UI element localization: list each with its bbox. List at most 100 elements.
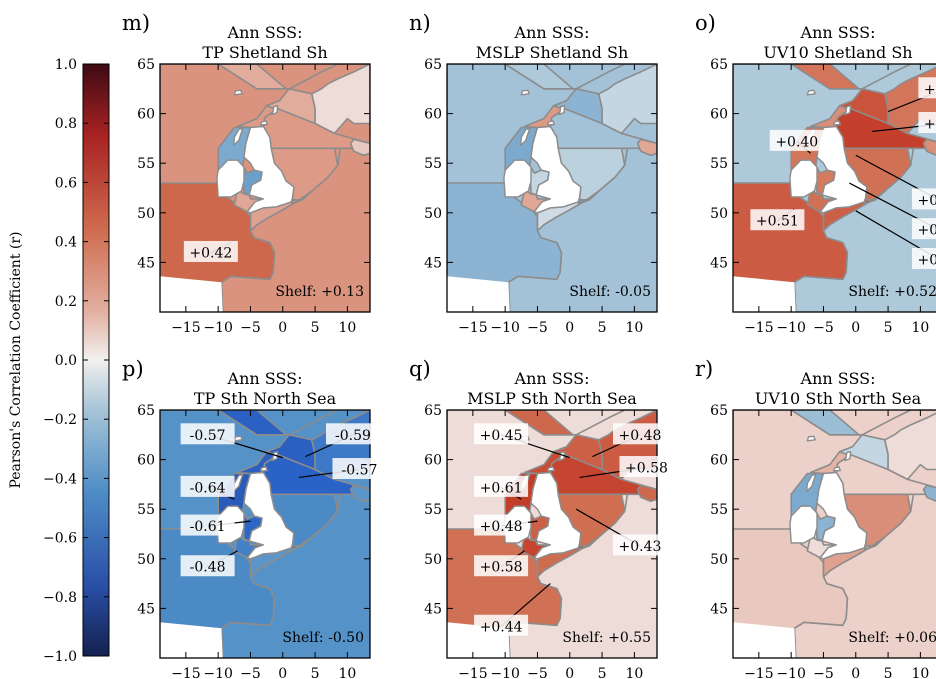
shelf-value: Shelf: +0.52: [848, 284, 936, 300]
colorbar: 1.0 0.8 0.6 0.4 0.2 0.0 −0.2 −0.4 −0.6 −0.8 −1.0 Pe…: [8, 57, 110, 665]
colorbar-tick-label: −0.2: [43, 412, 77, 428]
region-value-label: -0.59: [335, 428, 371, 444]
lat-tick-label: 50: [710, 552, 728, 568]
region-value-label: +0.58: [625, 461, 668, 477]
colorbar-label: Pearson's Correlation Coefficient (r): [8, 231, 24, 488]
panel-title-line2: MSLP Sth North Sea: [467, 389, 637, 408]
map-panel-p: 65 60 55 50 45 −15 −10 −5 0 5 10 p) Ann SSS:TP Sth N…: [122, 357, 387, 679]
region-kat: [922, 484, 936, 502]
region-shet: [790, 410, 860, 436]
lat-tick-label: 65: [137, 403, 155, 419]
lat-tick-label: 50: [424, 552, 442, 568]
lon-tick-label: −5: [813, 320, 834, 336]
region-kat: [349, 484, 370, 503]
lat-tick-label: 65: [424, 57, 442, 73]
lon-tick-label: −10: [776, 666, 806, 679]
lat-tick-label: 55: [137, 156, 155, 172]
lon-tick-label: −15: [171, 666, 201, 679]
panel-title-line1: Ann SSS:: [227, 23, 303, 42]
region-value-label: -0.61: [190, 519, 226, 535]
land-ireland: [789, 159, 818, 198]
map-panel-m: 65 60 55 50 45 −15 −10 −5 0 5 10 m) Ann SSS:TP Shetl…: [122, 11, 371, 336]
panel-letter: m): [122, 11, 150, 35]
shelf-value: Shelf: +0.13: [275, 284, 364, 300]
panel-title-line2: TP Shetland Sh: [202, 43, 327, 62]
colorbar-tick-label: −0.6: [43, 531, 77, 547]
lat-tick-label: 55: [424, 502, 442, 518]
colorbar-tick-label: 0.6: [55, 175, 77, 191]
lon-tick-label: −10: [490, 320, 520, 336]
region-value-label: +0.42: [917, 193, 936, 209]
region-value-label: +0.51: [756, 214, 799, 230]
region-value-label: +0.61: [480, 480, 523, 496]
panel-title-line2: UV10 Shetland Sh: [763, 43, 912, 62]
land-shetland: [271, 451, 279, 462]
lat-tick-label: 60: [710, 107, 728, 123]
land-faroe: [233, 435, 243, 442]
region-shet: [504, 410, 574, 436]
lon-tick-label: 5: [598, 320, 607, 336]
panel-title-line1: Ann SSS:: [800, 369, 876, 388]
lon-tick-label: −15: [744, 320, 774, 336]
lat-tick-label: 50: [137, 206, 155, 222]
region-norway: [310, 64, 370, 135]
region-norway: [597, 64, 657, 135]
lon-tick-label: −5: [240, 666, 261, 679]
land-ireland: [789, 505, 818, 544]
region-value-label: +0.38: [917, 223, 936, 239]
land-shetland: [844, 104, 852, 116]
lon-tick-label: 10: [625, 666, 643, 679]
region-value-label: -0.57: [342, 463, 378, 479]
lon-tick-label: 0: [851, 320, 860, 336]
lon-tick-label: 5: [311, 666, 320, 679]
panel-title-line1: Ann SSS:: [227, 369, 303, 388]
lon-tick-label: −10: [776, 320, 806, 336]
lat-tick-label: 60: [137, 453, 155, 469]
lon-tick-label: 10: [911, 666, 929, 679]
lon-tick-label: −15: [458, 320, 488, 336]
map-panel-q: 65 60 55 50 45 −15 −10 −5 0 5 10 q) Ann SSS:MSLP Sth…: [409, 357, 674, 679]
panel-title-line1: Ann SSS:: [800, 23, 876, 42]
land-shetland: [558, 451, 566, 462]
lat-tick-label: 60: [137, 107, 155, 123]
region-shet: [217, 410, 287, 436]
region-shet: [790, 64, 860, 90]
map-panel-r: 65 60 55 50 45 −15 −10 −5 0 5 10 r) Ann SSS:UV10 Sth…: [695, 357, 936, 679]
region-shet: [217, 64, 287, 90]
colorbar-tick-label: 0.4: [55, 235, 77, 251]
region-kat: [636, 484, 657, 503]
panel-letter: q): [409, 357, 431, 381]
lat-tick-label: 55: [710, 502, 728, 518]
lat-tick-label: 45: [710, 255, 728, 271]
panel-title-line2: TP Sth North Sea: [194, 389, 337, 408]
lon-tick-label: −5: [813, 666, 834, 679]
lon-tick-label: 0: [851, 666, 860, 679]
map-frame: [732, 409, 936, 659]
land-shetland: [558, 104, 566, 116]
lat-tick-label: 50: [710, 206, 728, 222]
lon-tick-label: 5: [311, 320, 320, 336]
lat-tick-label: 65: [710, 57, 728, 73]
lon-tick-label: −5: [240, 320, 261, 336]
colorbar-tick-label: −0.4: [43, 471, 77, 487]
lon-tick-label: 10: [338, 320, 356, 336]
panel-letter: r): [695, 357, 713, 381]
lon-tick-label: 0: [278, 320, 287, 336]
region-value-label: +0.48: [619, 428, 662, 444]
land-hebrides: [806, 473, 817, 492]
land-gb: [816, 125, 868, 214]
land-shetland: [271, 104, 279, 116]
lat-tick-label: 45: [424, 601, 442, 617]
land-faroe: [806, 435, 816, 442]
lon-tick-label: 5: [598, 666, 607, 679]
map-frame: [446, 409, 658, 659]
land-faroe: [233, 89, 243, 96]
map-panel-n: 65 60 55 50 45 −15 −10 −5 0 5 10 n) Ann SSS:MSLP She…: [409, 11, 658, 336]
colorbar-tick-label: 1.0: [55, 57, 77, 73]
region-value-label: +0.42: [189, 245, 232, 261]
land-orkney: [260, 466, 268, 472]
lat-tick-label: 50: [137, 552, 155, 568]
shelf-value: Shelf: -0.50: [282, 630, 364, 646]
region-kat: [349, 138, 370, 157]
